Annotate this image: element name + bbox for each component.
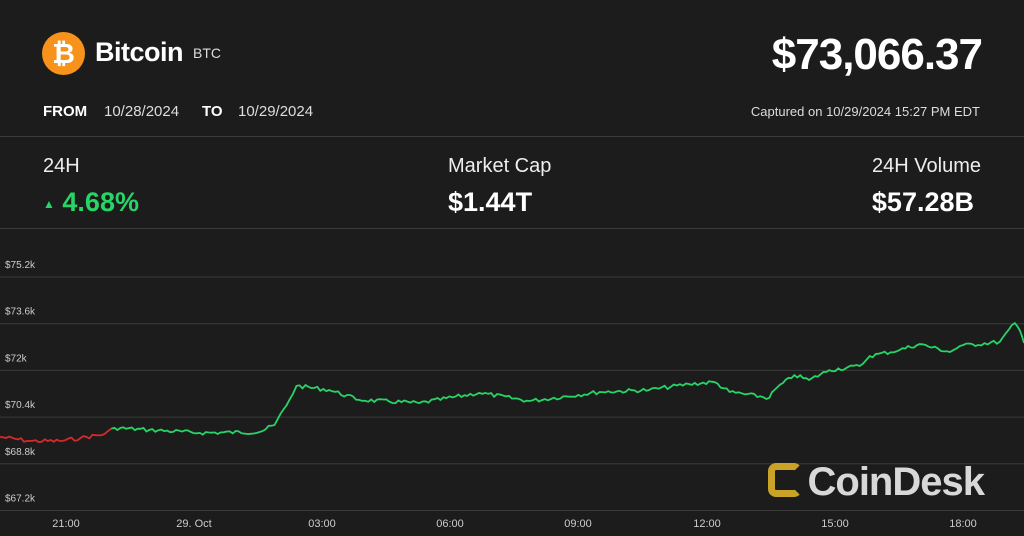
- y-tick-label: $73.6k: [5, 307, 36, 318]
- bitcoin-icon: ₿: [42, 32, 85, 75]
- from-label: FROM: [43, 103, 88, 120]
- volume-label: 24H Volume: [872, 155, 981, 177]
- x-tick-label: 18:00: [949, 518, 977, 530]
- coin-name: Bitcoin: [95, 37, 184, 67]
- x-tick-label: 06:00: [436, 518, 464, 530]
- to-label: TO: [202, 103, 223, 120]
- price-chart: $67.2k $68.8k $70.4k $72k $73.6k $75.2k 21:00 2…: [0, 260, 1024, 530]
- coindesk-watermark: CoinDesk: [767, 460, 985, 505]
- market-cap-value: $1.44T: [448, 187, 533, 217]
- market-cap-label: Market Cap: [448, 155, 552, 177]
- x-tick-label: 15:00: [821, 518, 849, 530]
- y-tick-label: $67.2k: [5, 494, 36, 505]
- current-price: $73,066.37: [771, 30, 983, 79]
- divider: [0, 228, 1024, 229]
- y-tick-label: $72k: [5, 353, 28, 364]
- coindesk-logo-icon: [767, 463, 802, 497]
- x-tick-label: 12:00: [693, 518, 721, 530]
- x-tick-label: 03:00: [308, 518, 336, 530]
- x-tick-label: 29. Oct: [176, 518, 211, 530]
- volume-value: $57.28B: [871, 187, 974, 217]
- price-line-down: [0, 427, 112, 444]
- y-tick-label: $70.4k: [5, 400, 36, 411]
- divider: [0, 136, 1024, 137]
- x-tick-label: 21:00: [52, 518, 80, 530]
- coin-symbol: BTC: [193, 45, 221, 61]
- from-date: 10/28/2024: [104, 103, 180, 120]
- price-line-up: [111, 321, 1024, 436]
- to-date: 10/29/2024: [238, 103, 314, 120]
- stat-24h-label: 24H: [43, 155, 80, 177]
- change-percent: 4.68%: [62, 187, 139, 217]
- up-arrow-icon: ▲: [43, 196, 55, 211]
- stat-24h-value: ▲ 4.68%: [43, 187, 139, 218]
- y-tick-label: $75.2k: [5, 260, 36, 271]
- watermark-text: CoinDesk: [807, 460, 985, 504]
- y-tick-label: $68.8k: [5, 447, 36, 458]
- captured-timestamp: Captured on 10/29/2024 15:27 PM EDT: [750, 104, 980, 119]
- x-tick-label: 09:00: [564, 518, 592, 530]
